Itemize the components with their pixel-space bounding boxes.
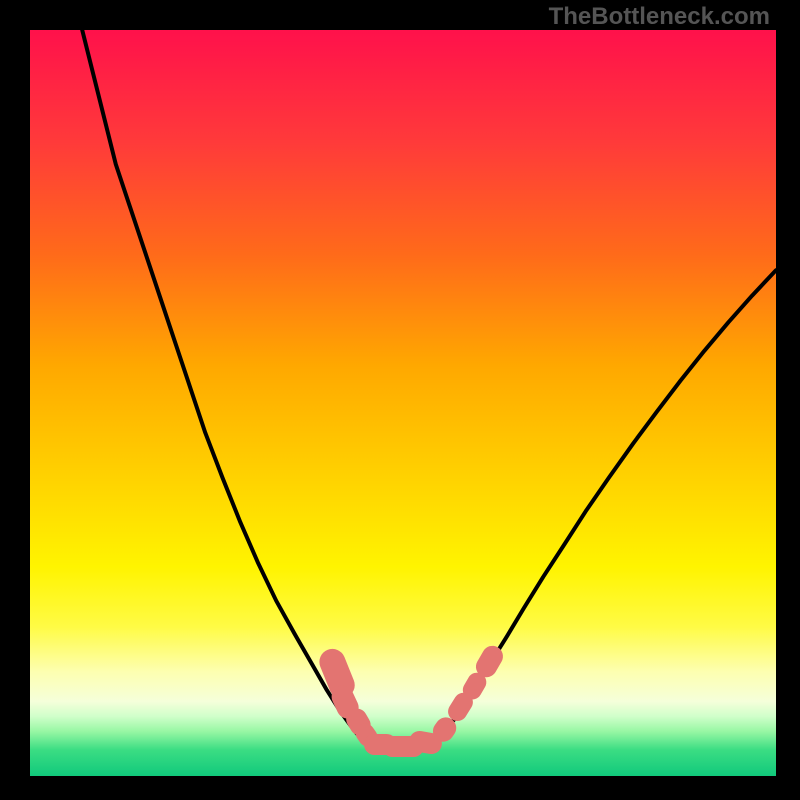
marker-layer: [30, 30, 776, 776]
plot-area: [30, 30, 776, 776]
chart-stage: TheBottleneck.com: [0, 0, 800, 800]
watermark-label: TheBottleneck.com: [549, 3, 770, 31]
